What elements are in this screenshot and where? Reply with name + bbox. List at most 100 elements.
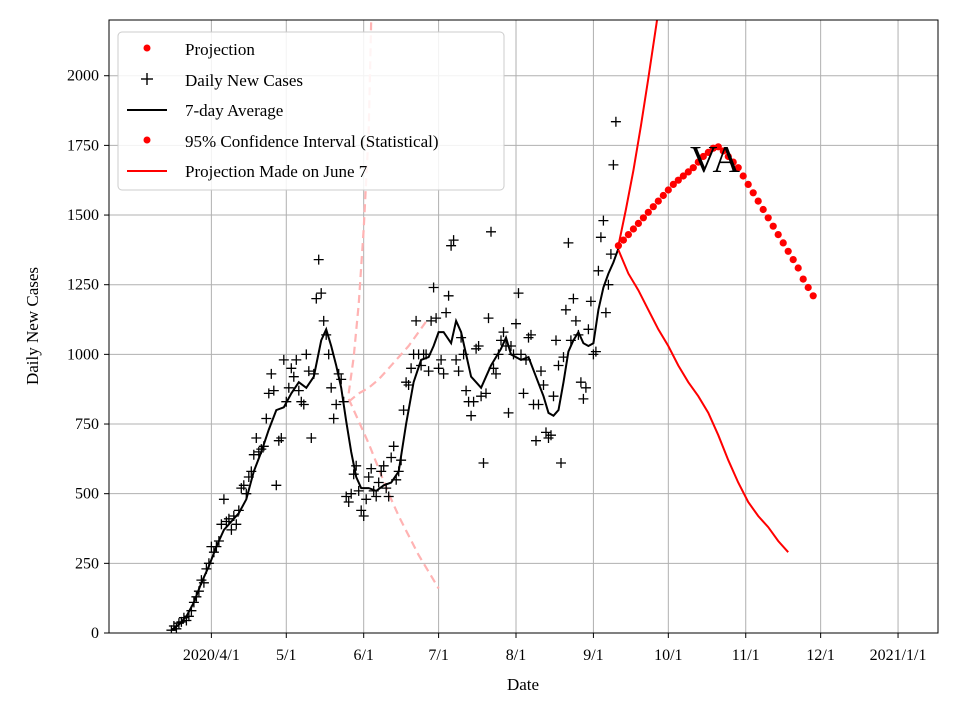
projection-point <box>629 225 638 233</box>
daily-cases-point <box>386 452 397 463</box>
y-axis: 0 250 500 750 1000 1250 1500 1750 2000 <box>67 68 109 642</box>
daily-cases-point <box>590 346 601 357</box>
daily-cases-point <box>553 360 564 371</box>
projection-point <box>714 143 722 151</box>
daily-cases-point <box>431 313 442 324</box>
daily-cases-point <box>383 491 394 502</box>
daily-cases-point <box>498 327 509 338</box>
daily-cases-point <box>593 265 604 276</box>
data-series <box>166 20 817 633</box>
daily-cases-point <box>481 388 491 399</box>
seven-day-average-line <box>170 248 620 632</box>
daily-cases-point <box>226 524 237 535</box>
projection-point <box>674 176 682 184</box>
x-axis-label: Date <box>507 675 539 694</box>
daily-cases-point <box>468 396 479 407</box>
daily-cases-point <box>311 293 322 304</box>
daily-cases-point <box>436 354 447 365</box>
projection-point <box>799 275 807 283</box>
projection-point <box>614 242 623 250</box>
projection-series <box>614 143 817 300</box>
confidence-interval-lower-line <box>617 249 789 553</box>
projection-point <box>734 164 742 172</box>
daily-cases-point <box>398 405 409 416</box>
daily-cases-point <box>286 363 297 374</box>
x-axis: 2020/4/1 5/1 6/1 7/1 8/1 9/1 10/1 11/1 12/1 2021/… <box>183 633 926 664</box>
daily-cases-point <box>608 159 619 170</box>
y-axis-label: Daily New Cases <box>23 267 42 385</box>
daily-cases-point <box>605 249 616 260</box>
projection-point <box>684 168 692 176</box>
daily-cases-point <box>448 235 459 246</box>
daily-cases-point <box>585 296 596 307</box>
x-tick-label: 12/1 <box>806 647 834 664</box>
daily-cases-point <box>306 433 317 443</box>
daily-cases-point <box>556 458 566 468</box>
projection-point <box>749 189 757 197</box>
x-tick-label: 8/1 <box>506 647 526 664</box>
daily-new-cases-series <box>166 116 621 633</box>
daily-cases-point <box>453 366 464 377</box>
projection-point <box>679 172 687 180</box>
daily-cases-point <box>473 341 484 351</box>
daily-cases-point <box>268 385 279 396</box>
daily-cases-point <box>578 393 589 404</box>
june7-projection-upper-line <box>347 317 430 403</box>
projection-point <box>729 158 737 166</box>
daily-cases-point <box>348 469 359 480</box>
daily-cases-point <box>346 488 357 499</box>
daily-cases-point <box>361 494 372 505</box>
daily-cases-point <box>570 315 581 326</box>
projection-point <box>809 292 817 300</box>
legend-confidence-interval-marker <box>143 136 151 144</box>
daily-cases-point <box>546 430 556 441</box>
daily-cases-point <box>376 466 387 477</box>
x-tick-label: 2020/4/1 <box>183 647 240 664</box>
x-tick-label: 9/1 <box>583 647 603 664</box>
projection-point <box>719 147 727 155</box>
projection-point <box>789 256 797 264</box>
daily-cases-point <box>411 315 422 326</box>
daily-cases-point <box>278 354 289 365</box>
daily-cases-point <box>563 237 574 248</box>
daily-cases-point <box>548 391 559 402</box>
projection-point <box>649 203 657 211</box>
projection-point <box>664 186 672 194</box>
daily-cases-point <box>598 215 609 226</box>
projection-point <box>779 239 787 247</box>
daily-cases-point <box>423 366 434 377</box>
daily-cases-point <box>301 349 312 360</box>
y-tick-label: 2000 <box>67 68 99 85</box>
projection-point <box>724 152 732 161</box>
projection-point <box>669 180 677 188</box>
legend-june7-projection-label: Projection Made on June 7 <box>185 162 368 181</box>
y-tick-label: 1000 <box>67 346 99 363</box>
x-tick-label: 6/1 <box>353 647 373 664</box>
y-tick-label: 250 <box>75 555 99 572</box>
x-tick-label: 7/1 <box>428 647 448 664</box>
daily-cases-point <box>261 413 272 424</box>
projection-point <box>694 158 702 166</box>
daily-cases-point <box>238 480 249 491</box>
daily-cases-point <box>610 116 621 127</box>
daily-cases-point <box>323 349 334 360</box>
daily-cases-point <box>271 480 282 491</box>
daily-cases-point <box>551 335 561 346</box>
projection-point <box>644 208 652 216</box>
projection-point <box>739 172 747 180</box>
daily-cases-point <box>366 463 377 474</box>
daily-cases-point <box>328 413 339 424</box>
daily-cases-point <box>575 377 586 388</box>
daily-cases-point <box>373 477 384 488</box>
daily-cases-point <box>600 307 611 318</box>
daily-cases-point <box>483 313 494 324</box>
daily-cases-point <box>336 374 347 385</box>
daily-cases-point <box>298 399 309 410</box>
daily-cases-point <box>531 435 541 446</box>
daily-cases-point <box>283 382 294 393</box>
daily-cases-point <box>388 441 399 452</box>
legend-box <box>117 31 505 191</box>
projection-point <box>759 205 767 214</box>
legend-projection-marker <box>143 44 151 52</box>
daily-cases-point <box>478 458 489 468</box>
